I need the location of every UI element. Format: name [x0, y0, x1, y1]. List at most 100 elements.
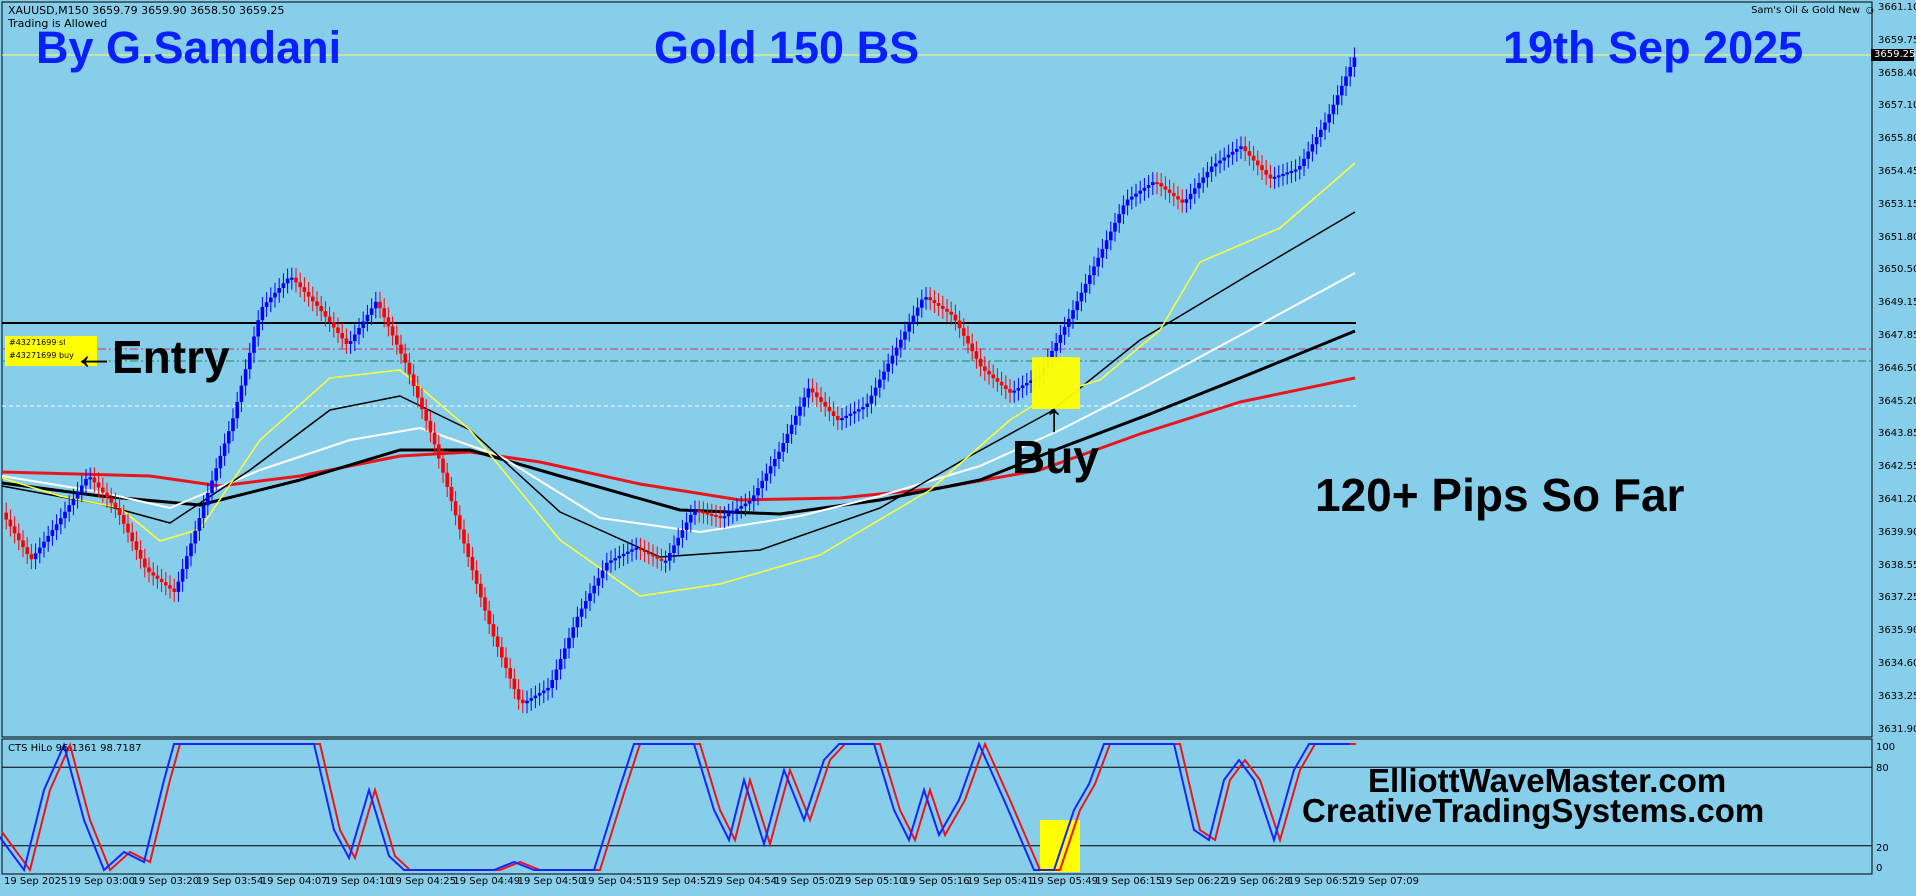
- candle-body: [512, 678, 517, 690]
- candle-body: [50, 530, 55, 536]
- candle-body: [1197, 182, 1201, 189]
- candle-body: [369, 308, 374, 315]
- candle-body: [840, 418, 844, 421]
- price-tick: 3639.90: [1878, 526, 1916, 538]
- candle-body: [521, 699, 525, 704]
- candle-body: [718, 515, 722, 518]
- candle-body: [613, 558, 617, 561]
- candle-body: [1251, 155, 1256, 161]
- candle-body: [248, 352, 252, 370]
- candle-body: [386, 317, 391, 327]
- candle-body: [756, 488, 760, 496]
- candle-body: [466, 543, 470, 557]
- price-tick: 3635.90: [1878, 625, 1916, 637]
- price-tick: 3634.60: [1878, 658, 1916, 669]
- time-tick: 19 Sep 04:50: [517, 876, 585, 887]
- candle-body: [823, 401, 827, 407]
- candle-body: [567, 637, 571, 649]
- candle-body: [29, 554, 34, 560]
- candle-body: [844, 415, 848, 419]
- price-tick: 3645.20: [1878, 395, 1916, 407]
- candle-body: [75, 492, 80, 499]
- candle-body: [332, 322, 336, 328]
- candle-body: [1113, 222, 1117, 232]
- candle-body: [378, 301, 382, 309]
- indicator-frame: [1, 738, 1873, 875]
- candle-body: [155, 575, 160, 579]
- price-tick: 3661.10: [1878, 2, 1916, 13]
- candle-body: [1138, 190, 1142, 194]
- price-tick: 3649.15: [1878, 297, 1916, 309]
- candle-body: [697, 510, 701, 513]
- candle-body: [294, 277, 298, 283]
- candle-body: [151, 572, 155, 576]
- candle-body: [424, 409, 428, 421]
- candle-body: [1100, 249, 1105, 258]
- candle-body: [911, 315, 916, 324]
- candle-body: [1201, 177, 1205, 183]
- candle-body: [1281, 173, 1285, 176]
- candle-body: [462, 529, 466, 544]
- candle-body: [600, 570, 605, 579]
- candle-body: [508, 668, 512, 679]
- candle-body: [764, 473, 769, 481]
- candle-body: [647, 552, 651, 555]
- candle-body: [143, 558, 147, 568]
- candle-body: [437, 444, 441, 459]
- candle-body: [1205, 171, 1210, 178]
- candle-body: [134, 541, 139, 550]
- candle-body: [533, 695, 538, 699]
- candle-body: [928, 297, 932, 301]
- candle-body: [1268, 174, 1273, 179]
- candle-body: [130, 532, 134, 542]
- candle-body: [1314, 137, 1319, 145]
- candle-body: [1335, 95, 1340, 105]
- candle-body: [38, 547, 42, 554]
- candle-body: [185, 556, 189, 569]
- candle-body: [970, 343, 974, 352]
- candle-body: [84, 478, 88, 486]
- ma-black-thick: [1, 329, 1356, 516]
- candle-body: [365, 314, 370, 322]
- candle-body: [1109, 231, 1113, 241]
- candle-body: [474, 570, 479, 584]
- candle-body: [995, 378, 1000, 382]
- candle-body: [827, 406, 832, 412]
- candle-body: [197, 518, 202, 531]
- price-tick: 3643.85: [1878, 428, 1916, 440]
- indicator-tick: 100: [1876, 742, 1896, 753]
- candle-body: [1151, 182, 1155, 186]
- time-tick: 19 Sep 05:49: [1031, 876, 1098, 887]
- candle-body: [903, 331, 907, 340]
- candle-body: [722, 516, 727, 519]
- candle-body: [1230, 151, 1235, 155]
- candle-body: [449, 486, 454, 502]
- candle-body: [819, 397, 823, 402]
- candle-body: [235, 401, 239, 419]
- time-tick: 19 Sep 03:20: [132, 876, 200, 887]
- candle-body: [962, 328, 966, 336]
- indicator-tick: 80: [1876, 763, 1889, 774]
- main-frame: [1, 1, 1873, 738]
- candle-body: [470, 556, 475, 571]
- candle-body: [1214, 163, 1218, 167]
- candle-body: [88, 477, 92, 480]
- candle-body: [1004, 385, 1008, 390]
- candle-body: [584, 600, 588, 609]
- candle-body: [1096, 257, 1100, 267]
- candle-body: [1298, 166, 1302, 170]
- candle-body: [491, 624, 496, 637]
- candle-body: [1235, 148, 1239, 152]
- time-tick: 19 Sep 04:07: [260, 876, 328, 887]
- candle-body: [1306, 151, 1310, 159]
- candle-body: [12, 526, 17, 534]
- candle-body: [92, 477, 97, 483]
- candle-body: [571, 627, 575, 638]
- candle-body: [626, 551, 630, 554]
- website-1: ElliottWaveMaster.com: [1368, 762, 1727, 799]
- candle-body: [592, 585, 596, 594]
- candle-body: [966, 335, 970, 344]
- candle-body: [348, 341, 353, 344]
- candle-body: [319, 306, 323, 312]
- candle-body: [344, 338, 349, 344]
